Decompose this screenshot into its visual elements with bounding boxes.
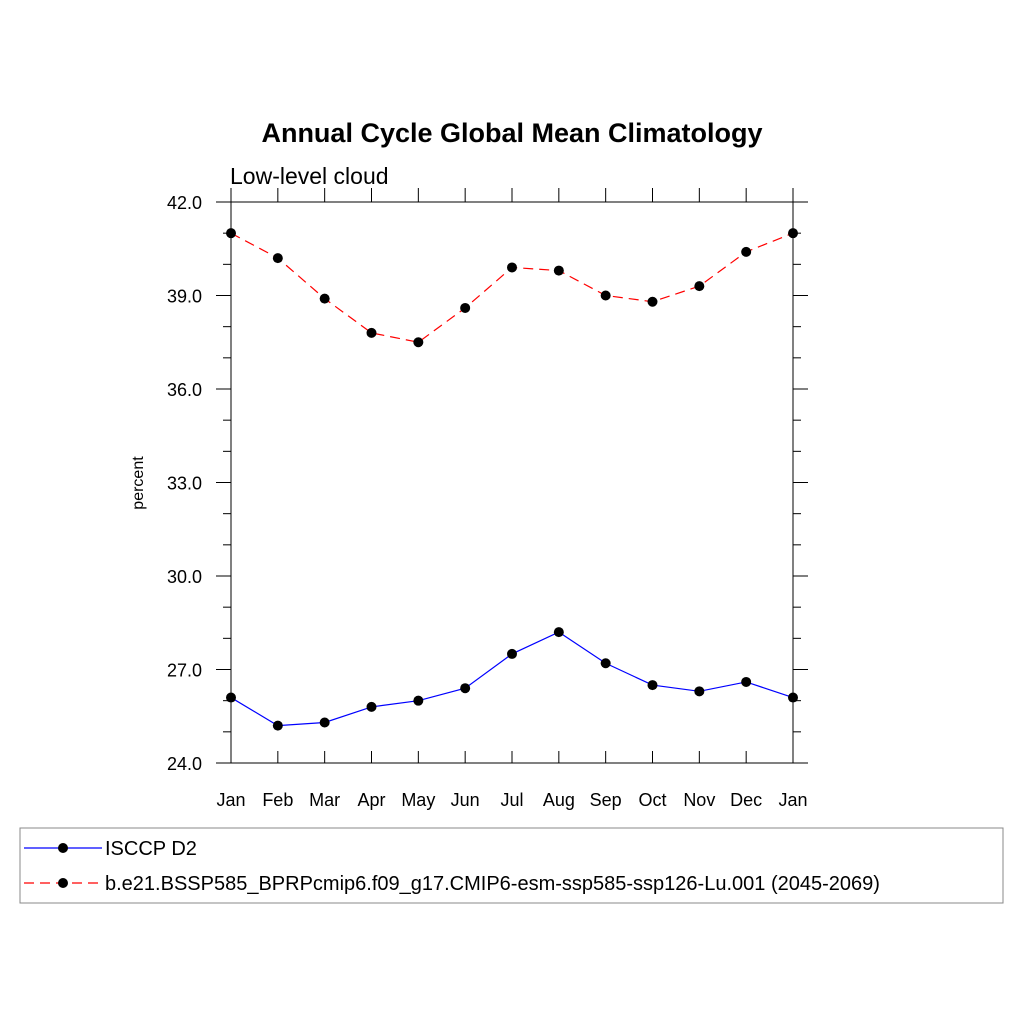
legend-label-1: ISCCP D2 [105,838,197,860]
x-tick-label: Mar [309,790,340,810]
data-point [460,683,471,694]
data-point [272,253,283,264]
data-point [507,262,517,273]
data-point [694,281,705,292]
data-point [694,686,705,697]
data-point [366,327,377,338]
data-point [319,293,330,304]
data-point [788,228,798,239]
legend-marker [58,843,68,853]
data-point [741,676,752,687]
x-tick-label: May [401,790,435,810]
chart-title: Annual Cycle Global Mean Climatology [261,118,762,148]
data-point [647,680,658,691]
data-point [413,695,424,706]
y-tick-label: 24.0 [167,754,202,774]
data-point [366,701,377,712]
y-tick-label: 39.0 [167,287,202,307]
x-tick-labels: Jan Feb Mar Apr May Jun Jul Aug Sep Oct Nov Dec Jan [216,790,807,810]
x-tick-label: Sep [590,790,622,810]
data-point [553,627,564,638]
y-tick-label: 42.0 [167,193,202,213]
y-tick-labels: 24.0 27.0 30.0 33.0 36.0 39.0 42.0 [167,193,202,774]
series-line-1 [230,631,794,727]
data-point [507,648,517,659]
data-point [553,265,564,276]
y-tick-label: 33.0 [167,474,202,494]
data-point [788,692,798,703]
y-axis-label: percent [130,456,147,510]
x-tick-label: Jun [451,790,480,810]
data-point [647,296,658,307]
axis-ticks [216,188,808,764]
chart-subtitle: Low-level cloud [230,163,389,189]
x-tick-label: Apr [357,790,385,810]
x-tick-label: Oct [638,790,666,810]
data-point [600,658,611,669]
x-tick-label: Aug [543,790,575,810]
data-point [319,717,330,728]
data-point [741,246,752,257]
y-tick-label: 30.0 [167,567,202,587]
y-tick-label: 27.0 [167,661,202,681]
data-point [226,228,236,239]
series-line-2 [230,232,794,343]
series-group [226,228,798,731]
x-tick-label: Jan [216,790,245,810]
x-tick-label: Feb [262,790,293,810]
x-tick-label: Nov [683,790,715,810]
legend-box [19,827,1004,904]
data-point [600,290,611,301]
x-tick-label: Jul [500,790,523,810]
x-tick-label: Jan [778,790,807,810]
data-point [226,692,236,703]
data-point [272,720,283,731]
x-tick-label: Dec [730,790,762,810]
y-tick-label: 36.0 [167,380,202,400]
legend: ISCCP D2 b.e21.BSSP585_BPRPcmip6.f09_g17.… [24,838,880,895]
plot-frame [230,201,794,764]
data-point [413,337,424,348]
data-point [460,302,471,313]
legend-marker [58,878,68,888]
legend-label-2: b.e21.BSSP585_BPRPcmip6.f09_g17.CMIP6-es… [105,873,880,895]
